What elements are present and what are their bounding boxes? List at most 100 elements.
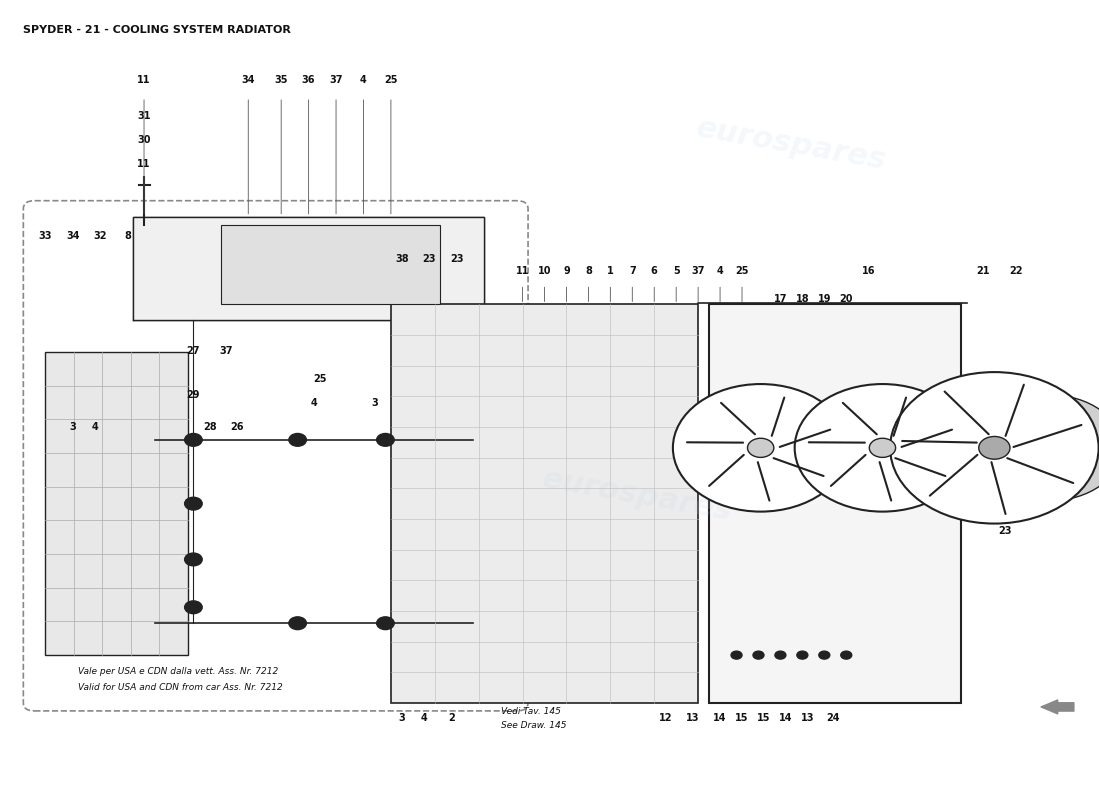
Text: 13: 13 [686, 713, 700, 723]
Text: 11: 11 [516, 266, 529, 277]
FancyArrowPatch shape [1008, 458, 1074, 483]
Text: 19: 19 [817, 294, 832, 304]
Text: 36: 36 [301, 75, 316, 85]
Text: 8: 8 [124, 230, 131, 241]
FancyArrowPatch shape [991, 462, 1005, 514]
Circle shape [185, 601, 202, 614]
Text: 32: 32 [94, 230, 107, 241]
FancyArrowPatch shape [773, 458, 824, 476]
Text: 23: 23 [450, 254, 463, 265]
Bar [710, 304, 961, 703]
Text: 30: 30 [138, 135, 151, 145]
FancyArrowPatch shape [930, 455, 978, 496]
Text: 25: 25 [735, 266, 749, 277]
Text: 4: 4 [420, 713, 427, 723]
Circle shape [289, 617, 307, 630]
Text: 14: 14 [713, 713, 727, 723]
Text: 4: 4 [360, 75, 366, 85]
Text: 3: 3 [69, 422, 76, 432]
Circle shape [185, 434, 202, 446]
Text: 34: 34 [66, 230, 79, 241]
FancyArrowPatch shape [843, 403, 877, 434]
Text: 4: 4 [91, 422, 98, 432]
Text: 7: 7 [629, 266, 636, 277]
FancyArrowPatch shape [945, 391, 989, 434]
FancyBboxPatch shape [23, 201, 528, 711]
Text: 25: 25 [312, 374, 327, 384]
FancyArrowPatch shape [895, 458, 945, 476]
Text: 29: 29 [187, 390, 200, 400]
Circle shape [794, 384, 970, 512]
Text: 16: 16 [861, 266, 875, 277]
Text: 8: 8 [585, 266, 592, 277]
Circle shape [376, 434, 394, 446]
FancyArrowPatch shape [1013, 425, 1081, 447]
FancyArrowPatch shape [902, 430, 952, 447]
FancyBboxPatch shape [390, 304, 698, 703]
FancyArrowPatch shape [830, 455, 866, 486]
Text: 34: 34 [242, 75, 255, 85]
Text: 28: 28 [204, 422, 217, 432]
Circle shape [748, 438, 773, 458]
Text: 21: 21 [977, 266, 990, 277]
Circle shape [376, 617, 394, 630]
Circle shape [185, 553, 202, 566]
Text: 35: 35 [274, 75, 288, 85]
Text: 11: 11 [138, 75, 151, 85]
Text: 13: 13 [801, 713, 815, 723]
Text: 17: 17 [773, 294, 788, 304]
Circle shape [890, 372, 1099, 523]
Text: 23: 23 [999, 526, 1012, 535]
Circle shape [840, 651, 851, 659]
Circle shape [185, 498, 202, 510]
FancyArrowPatch shape [893, 398, 906, 436]
Text: 15: 15 [757, 713, 771, 723]
Text: 24: 24 [826, 713, 839, 723]
Circle shape [289, 434, 307, 446]
Text: 33: 33 [39, 230, 52, 241]
Text: 14: 14 [779, 713, 793, 723]
Text: 4: 4 [717, 266, 724, 277]
Text: 12: 12 [659, 713, 672, 723]
FancyArrowPatch shape [902, 441, 977, 442]
Text: eurospares: eurospares [694, 114, 889, 176]
Circle shape [977, 395, 1100, 501]
Text: 37: 37 [220, 346, 233, 356]
Text: 3: 3 [398, 713, 405, 723]
FancyArrowPatch shape [1041, 700, 1074, 714]
Text: 15: 15 [735, 713, 749, 723]
Text: 10: 10 [538, 266, 551, 277]
Text: 22: 22 [1010, 266, 1023, 277]
Text: Vedi Tav. 145: Vedi Tav. 145 [500, 707, 561, 716]
Text: 3: 3 [371, 398, 377, 408]
Text: 2: 2 [448, 713, 454, 723]
Circle shape [673, 384, 848, 512]
FancyArrowPatch shape [1005, 385, 1024, 436]
Text: 20: 20 [839, 294, 853, 304]
Text: 11: 11 [138, 159, 151, 169]
Circle shape [869, 438, 895, 458]
Bar [45, 352, 188, 655]
Text: 31: 31 [138, 111, 151, 121]
Text: 37: 37 [329, 75, 343, 85]
Text: eurospares: eurospares [540, 465, 735, 526]
FancyArrowPatch shape [880, 462, 891, 501]
Text: 25: 25 [384, 75, 398, 85]
Circle shape [796, 651, 807, 659]
Text: 6: 6 [651, 266, 658, 277]
Circle shape [818, 651, 829, 659]
Text: 5: 5 [673, 266, 680, 277]
FancyArrowPatch shape [720, 403, 755, 434]
Text: See Draw. 145: See Draw. 145 [500, 722, 566, 730]
Text: 23: 23 [422, 254, 436, 265]
Text: 38: 38 [395, 254, 409, 265]
Text: 18: 18 [795, 294, 810, 304]
Text: Valid for USA and CDN from car Ass. Nr. 7212: Valid for USA and CDN from car Ass. Nr. … [78, 683, 283, 692]
Text: Vale per USA e CDN dalla vett. Ass. Nr. 7212: Vale per USA e CDN dalla vett. Ass. Nr. … [78, 667, 278, 676]
Text: 27: 27 [187, 346, 200, 356]
Polygon shape [133, 217, 484, 320]
Bar [221, 225, 440, 304]
Text: 1: 1 [607, 266, 614, 277]
Text: 26: 26 [231, 422, 244, 432]
Text: 9: 9 [563, 266, 570, 277]
